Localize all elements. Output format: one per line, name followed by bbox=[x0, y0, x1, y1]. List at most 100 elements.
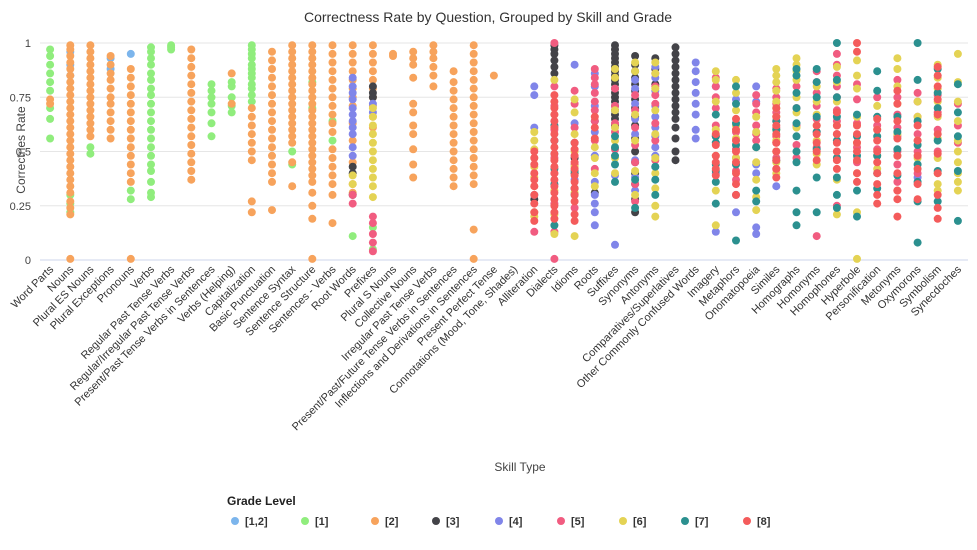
data-point[interactable] bbox=[752, 206, 761, 215]
data-point[interactable] bbox=[570, 177, 579, 186]
data-point[interactable] bbox=[328, 110, 337, 119]
data-point[interactable] bbox=[732, 236, 740, 245]
data-point[interactable] bbox=[449, 173, 458, 182]
data-point[interactable] bbox=[167, 45, 176, 54]
data-point[interactable] bbox=[812, 121, 821, 130]
data-point[interactable] bbox=[268, 65, 276, 73]
data-point[interactable] bbox=[147, 177, 155, 186]
data-point[interactable] bbox=[530, 175, 539, 184]
data-point[interactable] bbox=[469, 254, 478, 263]
data-point[interactable] bbox=[873, 158, 882, 167]
data-point[interactable] bbox=[671, 114, 680, 123]
data-point[interactable] bbox=[66, 182, 75, 191]
data-point[interactable] bbox=[147, 143, 155, 152]
data-point[interactable] bbox=[590, 182, 599, 191]
data-point[interactable] bbox=[530, 160, 539, 169]
data-point[interactable] bbox=[409, 47, 418, 56]
data-point[interactable] bbox=[873, 136, 882, 145]
data-point[interactable] bbox=[631, 84, 640, 93]
data-point[interactable] bbox=[308, 67, 317, 76]
data-point[interactable] bbox=[368, 212, 377, 221]
data-point[interactable] bbox=[328, 101, 337, 110]
data-point[interactable] bbox=[268, 151, 276, 160]
data-point[interactable] bbox=[893, 54, 902, 63]
data-point[interactable] bbox=[308, 41, 317, 50]
data-point[interactable] bbox=[711, 221, 720, 230]
data-point[interactable] bbox=[893, 186, 902, 195]
data-point[interactable] bbox=[631, 130, 640, 139]
data-point[interactable] bbox=[288, 47, 297, 56]
data-point[interactable] bbox=[308, 171, 317, 180]
data-point[interactable] bbox=[247, 112, 256, 121]
data-point[interactable] bbox=[449, 67, 458, 76]
legend-item[interactable]: [4] bbox=[495, 516, 523, 528]
data-point[interactable] bbox=[590, 143, 599, 152]
data-point[interactable] bbox=[126, 108, 135, 117]
data-point[interactable] bbox=[611, 132, 619, 141]
data-point[interactable] bbox=[368, 93, 377, 102]
data-point[interactable] bbox=[853, 39, 861, 47]
data-point[interactable] bbox=[711, 82, 720, 91]
data-point[interactable] bbox=[953, 80, 962, 89]
data-point[interactable] bbox=[66, 156, 75, 165]
data-point[interactable] bbox=[752, 112, 761, 121]
data-point[interactable] bbox=[570, 86, 579, 95]
data-point[interactable] bbox=[126, 91, 135, 100]
data-point[interactable] bbox=[792, 71, 801, 80]
data-point[interactable] bbox=[812, 93, 821, 102]
data-point[interactable] bbox=[772, 182, 781, 191]
data-point[interactable] bbox=[348, 67, 357, 76]
data-point[interactable] bbox=[469, 154, 478, 162]
data-point[interactable] bbox=[187, 80, 196, 89]
data-point[interactable] bbox=[126, 134, 135, 143]
data-point[interactable] bbox=[187, 158, 196, 167]
data-point[interactable] bbox=[348, 199, 357, 208]
data-point[interactable] bbox=[772, 112, 781, 121]
data-point[interactable] bbox=[268, 82, 276, 91]
data-point[interactable] bbox=[308, 158, 317, 167]
data-point[interactable] bbox=[126, 73, 135, 82]
data-point[interactable] bbox=[348, 58, 357, 67]
legend-item[interactable]: [8] bbox=[743, 516, 771, 528]
data-point[interactable] bbox=[792, 65, 801, 73]
data-point[interactable] bbox=[853, 121, 861, 130]
data-point[interactable] bbox=[288, 132, 297, 141]
legend-item[interactable]: [2] bbox=[371, 516, 399, 528]
data-point[interactable] bbox=[147, 108, 155, 117]
data-point[interactable] bbox=[590, 112, 599, 121]
data-point[interactable] bbox=[933, 169, 942, 178]
data-point[interactable] bbox=[853, 110, 861, 119]
data-point[interactable] bbox=[550, 175, 559, 184]
data-point[interactable] bbox=[873, 169, 882, 178]
data-point[interactable] bbox=[227, 69, 236, 78]
data-point[interactable] bbox=[772, 147, 781, 156]
data-point[interactable] bbox=[711, 158, 720, 167]
data-point[interactable] bbox=[913, 164, 922, 173]
data-point[interactable] bbox=[792, 104, 801, 113]
data-point[interactable] bbox=[308, 138, 317, 147]
data-point[interactable] bbox=[147, 75, 155, 84]
data-point[interactable] bbox=[772, 130, 781, 139]
data-point[interactable] bbox=[348, 190, 357, 199]
data-point[interactable] bbox=[792, 221, 801, 230]
data-point[interactable] bbox=[147, 84, 155, 93]
data-point[interactable] bbox=[792, 88, 801, 97]
data-point[interactable] bbox=[46, 45, 55, 54]
data-point[interactable] bbox=[873, 147, 882, 156]
data-point[interactable] bbox=[953, 186, 962, 195]
data-point[interactable] bbox=[449, 164, 458, 173]
data-point[interactable] bbox=[893, 134, 902, 143]
data-point[interactable] bbox=[671, 69, 680, 78]
data-point[interactable] bbox=[268, 56, 276, 65]
data-point[interactable] bbox=[631, 67, 640, 76]
data-point[interactable] bbox=[570, 197, 579, 206]
data-point[interactable] bbox=[308, 86, 317, 95]
data-point[interactable] bbox=[469, 180, 478, 189]
data-point[interactable] bbox=[732, 88, 740, 97]
data-point[interactable] bbox=[449, 78, 458, 87]
data-point[interactable] bbox=[671, 134, 680, 143]
data-point[interactable] bbox=[933, 104, 942, 113]
data-point[interactable] bbox=[268, 169, 276, 178]
data-point[interactable] bbox=[913, 130, 922, 139]
data-point[interactable] bbox=[651, 119, 660, 128]
